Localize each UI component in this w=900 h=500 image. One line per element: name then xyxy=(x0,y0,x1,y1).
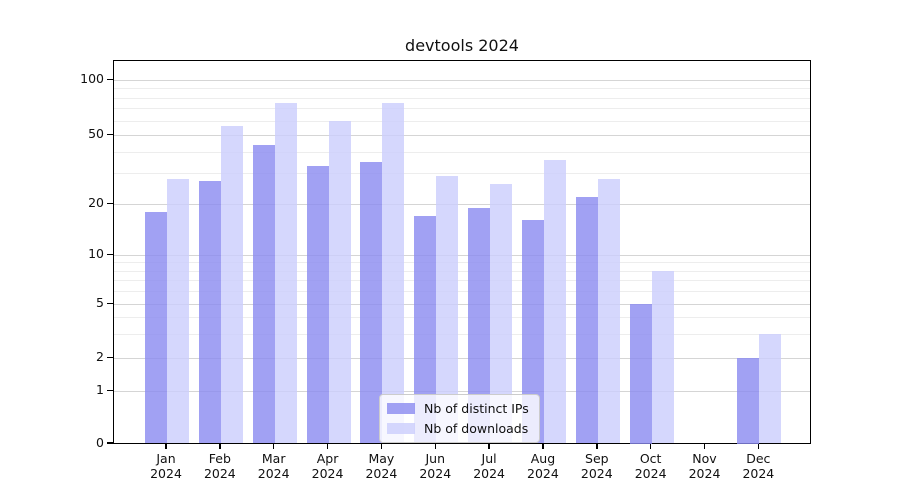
x-tick-label: Dec 2024 xyxy=(742,451,775,481)
x-tick-label: Jul 2024 xyxy=(473,451,505,481)
legend-label-downloads: Nb of downloads xyxy=(424,421,529,436)
y-tick-label: 20 xyxy=(88,195,104,210)
gridline-major xyxy=(114,80,810,81)
plot-area: Nb of distinct IPs Nb of downloads xyxy=(113,60,811,444)
x-tick-mark xyxy=(219,444,221,449)
legend-item-downloads: Nb of downloads xyxy=(387,420,529,437)
x-tick-mark xyxy=(757,444,760,449)
bar-downloads xyxy=(167,178,189,444)
gridline-minor xyxy=(114,97,810,99)
bar-downloads xyxy=(220,126,243,444)
bar-distinct-ips xyxy=(145,211,167,444)
x-tick-label: Aug 2024 xyxy=(527,451,559,481)
y-tick-mark xyxy=(107,133,113,135)
x-tick-label: Apr 2024 xyxy=(311,451,344,481)
gridline-minor xyxy=(114,88,810,90)
y-tick-label: 10 xyxy=(88,246,104,261)
x-tick-mark xyxy=(165,444,167,449)
y-tick-mark xyxy=(107,302,113,304)
y-tick-label: 2 xyxy=(96,349,104,364)
x-tick-label: Jun 2024 xyxy=(419,451,452,481)
y-tick-label: 50 xyxy=(88,126,104,141)
bar-downloads xyxy=(382,102,405,444)
bar-distinct-ips xyxy=(414,215,437,444)
x-tick-mark xyxy=(272,444,275,449)
x-tick-mark xyxy=(649,444,652,449)
x-tick-mark xyxy=(326,444,329,449)
bar-distinct-ips xyxy=(629,304,652,444)
chart-title: devtools 2024 xyxy=(405,36,519,55)
legend: Nb of distinct IPs Nb of downloads xyxy=(379,394,540,443)
bar-downloads xyxy=(597,178,620,444)
gridline-major xyxy=(114,304,810,305)
x-tick-label: Nov 2024 xyxy=(688,451,721,481)
legend-swatch-distinct-ips xyxy=(387,403,415,414)
x-tick-label: Sep 2024 xyxy=(580,451,613,481)
gridline-minor xyxy=(114,120,810,122)
legend-swatch-downloads xyxy=(387,423,415,434)
legend-item-distinct-ips: Nb of distinct IPs xyxy=(387,400,529,417)
x-tick-label: Oct 2024 xyxy=(634,451,667,481)
bar-distinct-ips xyxy=(306,166,329,444)
gridline-minor xyxy=(114,317,810,319)
gridline-minor xyxy=(114,151,810,153)
gridline-major xyxy=(114,135,810,136)
x-tick-mark xyxy=(380,444,383,449)
y-tick-mark xyxy=(107,356,113,358)
bar-distinct-ips xyxy=(521,220,544,444)
y-tick-mark xyxy=(107,202,113,204)
x-tick-mark xyxy=(703,444,706,449)
x-tick-label: Feb 2024 xyxy=(203,451,236,481)
gridline-minor xyxy=(114,270,810,272)
gridline-minor xyxy=(114,173,810,175)
x-tick-label: Jan 2024 xyxy=(150,451,182,481)
gridline-minor xyxy=(114,280,810,282)
x-tick-label: Mar 2024 xyxy=(257,451,290,481)
bar-distinct-ips xyxy=(575,196,598,444)
gridline-minor xyxy=(114,262,810,264)
x-tick-mark xyxy=(434,444,436,449)
x-tick-mark xyxy=(596,444,598,449)
bar-downloads xyxy=(651,270,674,444)
gridline-minor xyxy=(114,108,810,110)
bar-downloads xyxy=(274,102,297,444)
x-tick-label: May 2024 xyxy=(365,451,398,481)
gridline-major xyxy=(114,204,810,205)
bar-downloads xyxy=(490,184,513,444)
y-tick-label: 0 xyxy=(96,434,104,450)
bar-distinct-ips xyxy=(737,358,760,444)
gridline-major xyxy=(114,255,810,256)
y-tick-mark xyxy=(107,389,113,391)
y-tick-mark xyxy=(107,78,113,80)
legend-label-distinct-ips: Nb of distinct IPs xyxy=(424,401,529,416)
y-tick-mark xyxy=(107,442,113,444)
bar-distinct-ips xyxy=(468,207,491,444)
gridline-major xyxy=(114,391,810,392)
bar-distinct-ips xyxy=(360,161,383,444)
gridline-major xyxy=(114,358,810,359)
y-tick-label: 5 xyxy=(96,295,104,310)
y-tick-label: 100 xyxy=(80,71,104,86)
gridline-minor xyxy=(114,291,810,293)
bar-distinct-ips xyxy=(252,144,275,444)
bar-downloads xyxy=(436,176,459,444)
bar-downloads xyxy=(759,334,782,444)
bar-distinct-ips xyxy=(198,181,221,444)
bar-downloads xyxy=(543,159,566,444)
x-tick-mark xyxy=(542,444,544,449)
y-tick-label: 1 xyxy=(96,382,104,397)
gridline-minor xyxy=(114,334,810,336)
x-tick-mark xyxy=(488,444,490,449)
bar-downloads xyxy=(328,120,351,444)
y-tick-mark xyxy=(107,253,113,255)
